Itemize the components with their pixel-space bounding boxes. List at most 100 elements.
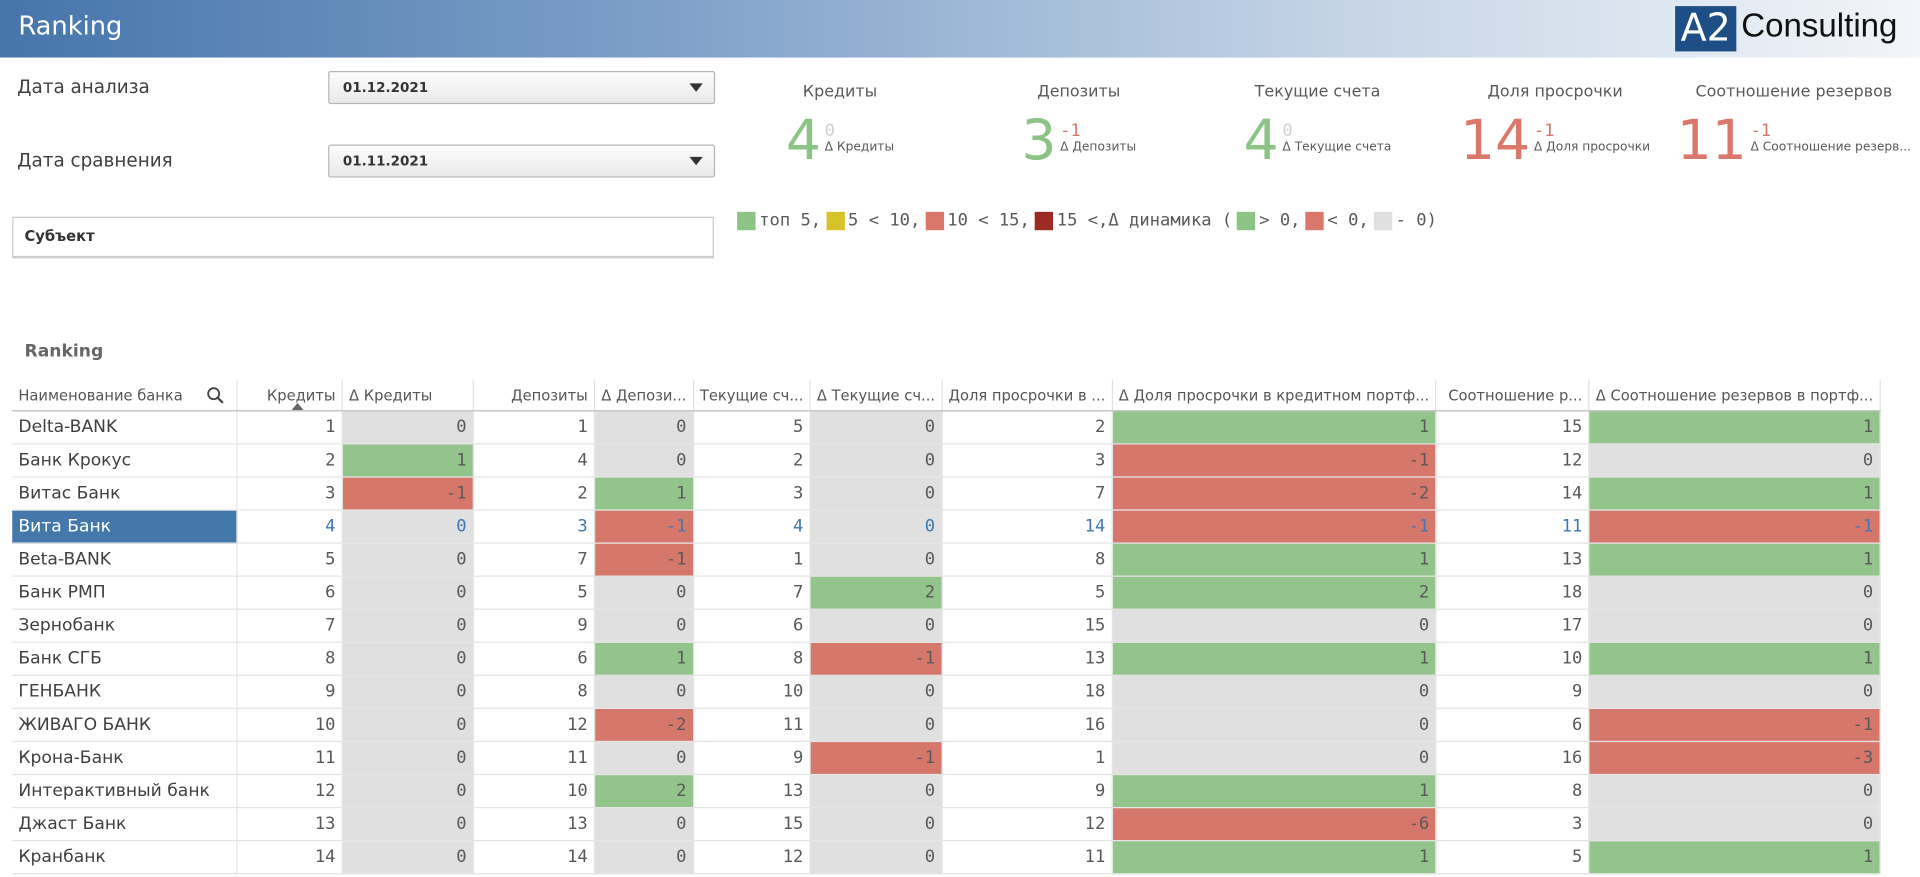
rank-cell: 3 [473, 510, 596, 544]
legend-label: > 0, [1259, 210, 1301, 231]
table-row[interactable]: Джаст Банк 13 0 13 0 15 0 12 -6 3 0 [12, 807, 1881, 842]
kpi-value: 3 [1021, 107, 1057, 173]
delta-cell: 1 [1589, 476, 1881, 511]
delta-cell: 0 [594, 576, 694, 610]
kpi-title: Соотношение резервов [1695, 83, 1893, 102]
kpi-title: Депозиты [1037, 83, 1121, 102]
kpi-delta-label: Δ Депозиты [1060, 140, 1137, 155]
kpi-delta-label: Δ Соотношение резерв... [1750, 140, 1912, 155]
rank-cell: 18 [1435, 576, 1590, 610]
delta-cell: 0 [1112, 741, 1437, 776]
sort-indicator [291, 402, 304, 410]
delta-cell: -1 [1589, 510, 1881, 544]
kpi-delta: -1 [1750, 121, 1772, 141]
column-header[interactable]: Наименование банка [12, 379, 238, 412]
kpi-row: 14 -1 Δ Доля просрочки [1439, 110, 1672, 171]
kpi-delta: 0 [1282, 121, 1293, 141]
table-row[interactable]: ЖИВАГО БАНК 10 0 12 -2 11 0 16 0 6 -1 [12, 708, 1881, 743]
column-header[interactable]: Доля просрочки в ... [941, 379, 1113, 412]
delta-cell: 0 [1589, 807, 1881, 842]
date-dropdown[interactable]: 01.11.2021 [328, 144, 716, 178]
rank-cell: 5 [941, 576, 1113, 610]
table-row[interactable]: Зернобанк 7 0 9 0 6 0 15 0 17 0 [12, 609, 1881, 643]
rank-cell: 16 [941, 708, 1113, 743]
kpi: Кредиты 4 0 Δ Кредиты [724, 83, 957, 181]
column-header[interactable]: Соотношение р... [1435, 379, 1590, 412]
rank-cell: 12 [473, 708, 596, 743]
rank-cell: 3 [236, 476, 343, 511]
subject-filter[interactable]: Субъект [12, 216, 714, 259]
delta-cell: 0 [1589, 609, 1881, 643]
table-row[interactable]: Крона-Банк 11 0 11 0 9 -1 1 0 16 -3 [12, 741, 1881, 776]
table-row[interactable]: Банк Крокус 2 1 4 0 2 0 3 -1 12 0 [12, 443, 1881, 478]
delta-cell: 0 [342, 410, 474, 445]
rank-cell: 1 [473, 410, 596, 445]
legend-label: ) [1426, 210, 1437, 231]
rank-cell: 2 [941, 410, 1113, 445]
delta-cell: 2 [810, 576, 943, 610]
column-header[interactable]: Δ Кредиты [342, 379, 474, 412]
table-row[interactable]: Интерактивный банк 12 0 10 2 13 0 9 1 8 0 [12, 774, 1881, 809]
delta-cell: 0 [810, 609, 943, 643]
dropdown-value: 01.11.2021 [342, 153, 429, 169]
rank-cell: 8 [473, 675, 596, 709]
kpi-delta-label: Δ Текущие счета [1282, 140, 1392, 155]
date-dropdown[interactable]: 01.12.2021 [328, 71, 716, 105]
rank-cell: 7 [473, 543, 596, 577]
column-header[interactable]: Текущие сч... [693, 379, 811, 412]
delta-cell: -1 [594, 510, 694, 544]
column-header[interactable]: Δ Депози... [594, 379, 694, 412]
bank-name: Крона-Банк [12, 741, 238, 776]
table-row[interactable]: ГЕНБАНК 9 0 8 0 10 0 18 0 9 0 [12, 675, 1881, 709]
table-row[interactable]: Вита Банк 4 0 3 -1 4 0 14 -1 11 -1 [12, 510, 1881, 544]
table-row[interactable]: Beta-BANK 5 0 7 -1 1 0 8 1 13 1 [12, 543, 1881, 577]
delta-cell: 0 [594, 840, 694, 875]
delta-cell: 0 [1112, 708, 1437, 743]
delta-cell: -1 [1589, 708, 1881, 743]
rank-cell: 12 [941, 807, 1113, 842]
delta-cell: 0 [342, 609, 474, 643]
bank-name: Банк СГБ [12, 642, 238, 676]
delta-cell: 2 [1112, 576, 1437, 610]
rank-cell: 11 [693, 708, 811, 743]
table-row[interactable]: Кранбанк 14 0 14 0 12 0 11 1 5 1 [12, 840, 1881, 875]
column-header[interactable]: Депозиты [473, 379, 596, 412]
rank-cell: 7 [941, 476, 1113, 511]
column-header[interactable]: Кредиты [236, 379, 343, 412]
delta-cell: 0 [1589, 576, 1881, 610]
column-header[interactable]: Δ Текущие сч... [810, 379, 943, 412]
delta-cell: 0 [594, 675, 694, 709]
delta-cell: 0 [342, 675, 474, 709]
delta-cell: 0 [810, 476, 943, 511]
rank-cell: 3 [1435, 807, 1590, 842]
column-header[interactable]: Δ Доля просрочки в кредитном портф... [1112, 379, 1437, 412]
table-row[interactable]: Витас Банк 3 -1 2 1 3 0 7 -2 14 1 [12, 476, 1881, 511]
kpi-side: -1 Δ Доля просрочки [1534, 110, 1650, 154]
delta-cell: 0 [342, 807, 474, 842]
kpi: Доля просрочки 14 -1 Δ Доля просрочки [1439, 83, 1672, 181]
rank-cell: 8 [693, 642, 811, 676]
search-icon[interactable] [207, 387, 224, 404]
rank-cell: 9 [693, 741, 811, 776]
table-row[interactable]: Банк РМП 6 0 5 0 7 2 5 2 18 0 [12, 576, 1881, 610]
legend-swatch [1305, 211, 1324, 230]
rank-cell: 4 [473, 443, 596, 478]
rank-cell: 5 [693, 410, 811, 445]
delta-cell: 0 [810, 543, 943, 577]
legend-swatch [1237, 211, 1256, 230]
table-row[interactable]: Delta-BANK 1 0 1 0 5 0 2 1 15 1 [12, 410, 1881, 445]
delta-cell: -2 [1112, 476, 1437, 511]
rank-cell: 10 [693, 675, 811, 709]
app-title: Ranking [18, 11, 123, 41]
column-header[interactable]: Δ Соотношение резервов в портф... [1589, 379, 1881, 412]
legend-swatch [826, 211, 845, 230]
dropdown-value: 01.12.2021 [342, 79, 429, 96]
legend-label: 15 <, [1056, 210, 1109, 231]
rank-cell: 12 [236, 774, 343, 809]
bank-name: Кранбанк [12, 840, 238, 875]
table-row[interactable]: Банк СГБ 8 0 6 1 8 -1 13 1 10 1 [12, 642, 1881, 676]
delta-cell: 1 [1589, 642, 1881, 676]
